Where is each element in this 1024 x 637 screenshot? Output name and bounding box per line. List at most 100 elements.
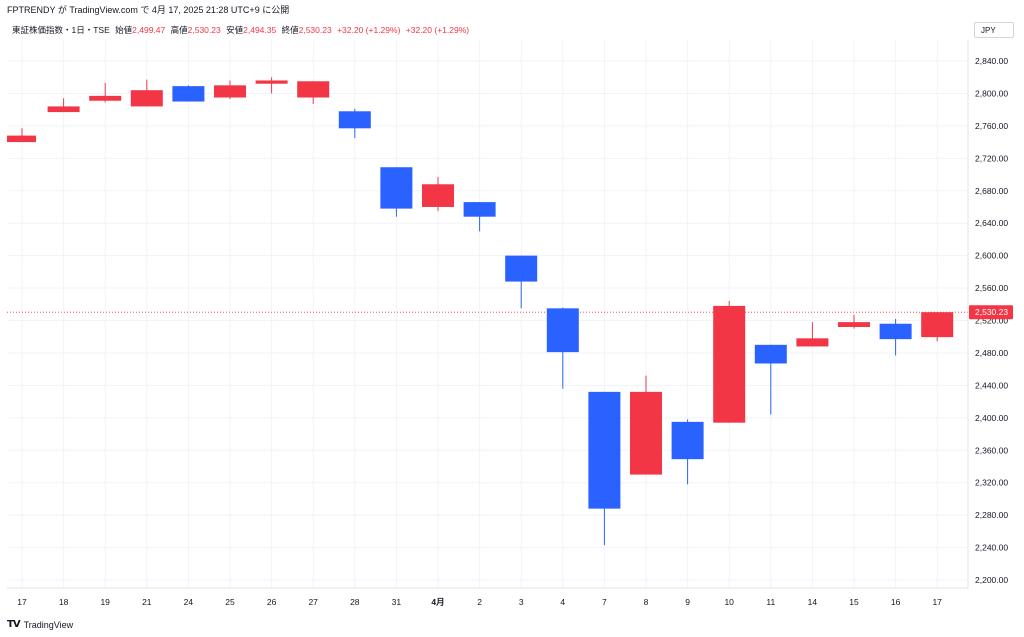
candle	[338, 108, 371, 139]
high-label: 高値	[170, 25, 188, 35]
candle	[546, 307, 579, 389]
candle-body	[214, 85, 246, 98]
candle-body	[422, 184, 454, 207]
candle-body	[338, 111, 371, 129]
y-tick-label: 2,360.00	[975, 445, 1008, 455]
y-tick-label: 2,560.00	[975, 283, 1008, 293]
candle	[754, 344, 787, 415]
candle	[297, 81, 330, 104]
currency-selector[interactable]: JPY	[974, 22, 1014, 38]
x-tick-label: 24	[184, 597, 194, 607]
x-tick-label: 25	[225, 597, 235, 607]
candle-body	[713, 305, 746, 423]
candle-body	[89, 95, 122, 101]
y-tick-label: 2,440.00	[975, 380, 1008, 390]
candle	[796, 322, 829, 347]
x-tick-label: 16	[891, 597, 901, 607]
close-label: 終値	[281, 25, 299, 35]
candle-body	[671, 421, 704, 460]
candle-body	[796, 338, 829, 347]
candle	[671, 419, 704, 485]
y-tick-label: 2,280.00	[975, 510, 1008, 520]
price-axis: 2,200.00 2,240.00 2,280.00 2,320.00 2,360.00…	[967, 40, 1013, 588]
y-tick-label: 2,400.00	[975, 413, 1008, 423]
candle-body	[505, 255, 538, 282]
candle	[7, 128, 36, 143]
brand-name: TradingView	[23, 619, 74, 630]
x-tick-label: 2	[477, 597, 482, 607]
last-price-marker: 2,530.23	[969, 305, 1013, 320]
y-tick-label: 2,720.00	[975, 153, 1008, 163]
x-tick-label: 28	[350, 597, 360, 607]
y-tick-label: 2,320.00	[975, 478, 1008, 488]
publish-info: FPTRENDY が TradingView.com で 4月 17, 2025…	[7, 5, 290, 15]
candle-body	[130, 90, 163, 107]
x-tick-label: 26	[267, 597, 277, 607]
close-value: 2,530.23	[298, 25, 332, 35]
candle	[89, 82, 122, 103]
tradingview-logo-icon: 𝗧𝗩	[7, 619, 21, 630]
x-tick-label: 3	[519, 597, 524, 607]
candle	[255, 77, 288, 94]
high-value: 2,530.23	[187, 25, 221, 35]
open-value: 2,499.47	[132, 25, 166, 35]
candles	[7, 77, 954, 546]
y-tick-label: 2,640.00	[975, 218, 1008, 228]
candle	[879, 318, 912, 356]
x-tick-label: 7	[602, 597, 607, 607]
candle-body	[838, 322, 870, 327]
candle-body	[588, 391, 621, 509]
x-tick-label: 31	[392, 597, 402, 607]
candle	[172, 85, 205, 102]
low-value: 2,494.35	[243, 25, 277, 35]
candle	[713, 301, 746, 423]
x-tick-label: 14	[808, 597, 818, 607]
candle-body	[380, 167, 413, 209]
candle-body	[546, 308, 579, 353]
candle	[630, 375, 662, 475]
tradingview-brand[interactable]: 𝗧𝗩 TradingView	[7, 619, 73, 630]
low-label: 安値	[226, 25, 244, 35]
y-tick-label: 2,840.00	[975, 56, 1008, 66]
candle	[380, 167, 413, 217]
x-tick-label: 15	[849, 597, 859, 607]
x-tick-label: 11	[766, 597, 775, 607]
candle-body	[879, 323, 912, 340]
x-tick-label: 9	[685, 597, 690, 607]
time-axis: 17 18 19 21 24 25 26 27 28 31 4月 2 3 4 7 8 9 10 11 14 15 16 17	[7, 587, 968, 607]
y-tick-label: 2,600.00	[975, 251, 1008, 261]
last-price-label: 2,530.23	[975, 307, 1008, 317]
y-tick-label: 2,240.00	[975, 543, 1008, 553]
last-price-badge	[969, 305, 1013, 320]
y-tick-label: 2,200.00	[975, 575, 1008, 585]
y-tick-label: 2,520.00	[975, 316, 1008, 326]
candle-body	[7, 135, 36, 143]
candle-body	[255, 80, 288, 84]
candle	[422, 176, 454, 212]
candle-body	[754, 344, 787, 364]
candle	[505, 255, 538, 309]
candle	[47, 98, 80, 113]
y-tick-label: 2,800.00	[975, 88, 1008, 98]
candle	[463, 202, 496, 232]
candle	[130, 79, 163, 107]
candle-body	[921, 312, 954, 338]
candle-body	[630, 391, 662, 475]
symbol-name[interactable]: 東証株価指数・1日・TSE	[12, 25, 110, 35]
x-tick-label: 17	[17, 597, 27, 607]
candle-body	[47, 106, 80, 113]
x-tick-label: 21	[142, 597, 152, 607]
change-value: +32.20 (+1.29%)	[337, 25, 401, 35]
candle-body	[297, 81, 330, 98]
candle	[588, 391, 621, 546]
candle	[214, 80, 246, 100]
x-tick-label: 27	[308, 597, 318, 607]
grid-lines	[7, 40, 968, 588]
y-tick-label: 2,680.00	[975, 186, 1008, 196]
x-tick-label: 4月	[431, 597, 444, 607]
candle	[921, 312, 954, 342]
x-tick-label: 18	[59, 597, 69, 607]
x-tick-label: 10	[724, 597, 734, 607]
